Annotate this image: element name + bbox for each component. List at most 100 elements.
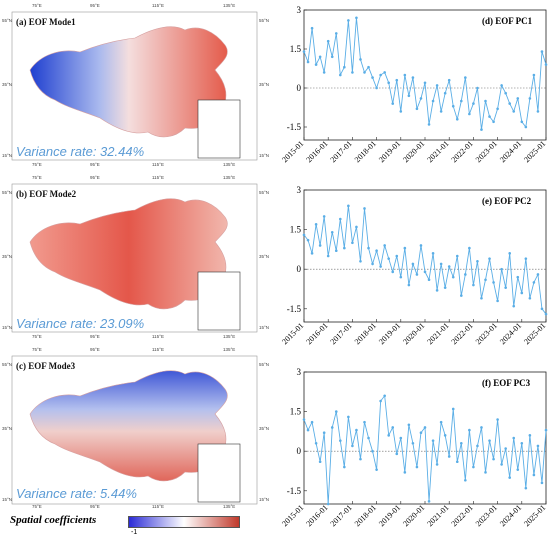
map-c-title: (c) EOF Mode3 xyxy=(16,361,76,371)
pc3-point-11 xyxy=(347,415,350,419)
pc2-point-54 xyxy=(520,291,524,295)
pc1-point-23 xyxy=(395,78,399,82)
pc1-point-54 xyxy=(520,120,524,124)
pc1-title: (d) EOF PC1 xyxy=(482,16,533,26)
map-c-top-tick-1: 95°E xyxy=(90,347,100,352)
pc2-point-9 xyxy=(339,217,342,221)
pc2-point-37 xyxy=(451,275,455,279)
pc1-point-11 xyxy=(347,19,350,22)
pc1-point-27 xyxy=(411,76,415,79)
pc2-point-27 xyxy=(411,262,415,266)
pc3-point-26 xyxy=(407,423,411,427)
pc3-point-8 xyxy=(334,410,338,413)
pc1-xtick-label-10: 2025-01 xyxy=(522,139,547,164)
map-a-bottom-tick-0: 75°E xyxy=(32,162,42,167)
pc3-xtick-label-2: 2017-01 xyxy=(329,503,354,528)
pc2-xtick-label-2: 2017-01 xyxy=(329,321,354,346)
pc3-point-52 xyxy=(512,436,516,440)
pc2-point-21 xyxy=(387,257,390,260)
map-b-top-tick-3: 135°E xyxy=(223,175,236,180)
pc1-point-30 xyxy=(423,81,427,85)
pc1-point-35 xyxy=(443,91,447,95)
pc3-point-10 xyxy=(343,465,346,469)
pc3-point-4 xyxy=(318,460,322,464)
pc2-point-18 xyxy=(375,249,378,253)
pc3-xtick-label-3: 2018-01 xyxy=(353,503,378,528)
pc1-point-2 xyxy=(310,26,314,30)
pc1-point-38 xyxy=(455,117,459,121)
map-c-left-tick-1: 35°N xyxy=(2,426,13,431)
pc1-point-36 xyxy=(447,78,451,82)
pc1-point-9 xyxy=(339,73,342,77)
pc2-point-30 xyxy=(423,270,427,274)
pc3-xtick-label-9: 2024-01 xyxy=(498,503,523,528)
map-a-top-tick-0: 75°E xyxy=(32,3,42,8)
map-a-graphic xyxy=(11,11,258,161)
map-b-left-tick-0: 55°N xyxy=(2,190,13,195)
pc2-point-20 xyxy=(383,244,386,247)
pc3-ytick-label-2: 0 xyxy=(297,446,302,456)
pc3-xtick-label-4: 2019-01 xyxy=(377,503,402,528)
pc3-point-15 xyxy=(363,420,366,424)
pc2-point-45 xyxy=(484,278,487,282)
pc2-point-40 xyxy=(464,273,467,276)
map-a-right-tick-2: 15°N xyxy=(259,153,270,158)
pc1-point-46 xyxy=(488,115,491,118)
pc2-point-1 xyxy=(306,238,310,242)
pc1-point-49 xyxy=(500,84,503,87)
pc3-xtick-label-8: 2023-01 xyxy=(474,503,499,528)
pc3-point-9 xyxy=(339,439,342,442)
map-c-top-tick-0: 75°E xyxy=(32,347,42,352)
pc2-xtick-label-8: 2023-01 xyxy=(474,321,499,346)
pc3-series-line xyxy=(303,394,547,505)
pc2-point-5 xyxy=(322,215,326,218)
pc3-point-16 xyxy=(367,436,370,440)
pc1-point-1 xyxy=(306,60,310,64)
pc3-point-57 xyxy=(532,473,536,477)
pc1-point-47 xyxy=(492,120,495,124)
pc3-point-34 xyxy=(439,420,443,424)
pc2-xtick-label-6: 2021-01 xyxy=(425,321,450,346)
pc1-point-26 xyxy=(407,94,411,98)
map-a-top-tick-1: 95°E xyxy=(90,3,100,8)
pc3-point-31 xyxy=(427,500,431,503)
pc3-point-6 xyxy=(326,502,330,506)
map-a-right-tick-0: 55°N xyxy=(259,18,270,23)
pc1-point-6 xyxy=(326,39,330,43)
map-c-left-tick-2: 15°N xyxy=(2,497,13,502)
map-c-bottom-tick-2: 115°E xyxy=(152,504,164,509)
pc2-point-52 xyxy=(512,304,516,308)
pc2-point-49 xyxy=(500,267,503,271)
pc2-point-4 xyxy=(318,244,322,247)
pc3-point-36 xyxy=(447,455,451,458)
pc2-point-47 xyxy=(492,281,495,284)
pc2-series-line xyxy=(303,205,547,315)
pc3-ytick-label-0: 3 xyxy=(297,367,302,377)
map-panel-b: (b) EOF Mode2 Variance rate: 23.09% 75°E… xyxy=(0,172,270,344)
pc3-point-13 xyxy=(355,428,358,432)
pc2-xtick-label-5: 2020-01 xyxy=(401,321,426,346)
map-b-bottom-tick-3: 135°E xyxy=(223,334,236,339)
pc1-point-22 xyxy=(391,102,395,105)
pc1-xtick-label-2: 2017-01 xyxy=(329,139,354,164)
pc2-point-50 xyxy=(504,286,507,289)
map-b-left-tick-1: 35°N xyxy=(2,254,13,259)
pc1-point-4 xyxy=(318,55,322,59)
pc1-point-44 xyxy=(480,128,483,131)
pc1-point-37 xyxy=(451,104,455,108)
map-a-top-tick-2: 115°E xyxy=(152,3,164,8)
pc3-point-3 xyxy=(314,441,318,445)
pc2-xtick-label-10: 2025-01 xyxy=(522,321,547,346)
map-a-right-tick-1: 35°N xyxy=(259,82,270,87)
map-panel-a: (a) EOF Mode1 Variance rate: 32.44% 75°E… xyxy=(0,0,270,172)
pc1-point-17 xyxy=(371,76,374,79)
pc1-point-24 xyxy=(399,110,403,113)
map-b-right-tick-0: 55°N xyxy=(259,190,270,195)
pc2-point-26 xyxy=(407,283,411,287)
pc3-point-53 xyxy=(516,468,520,471)
pc3-point-39 xyxy=(460,441,463,445)
pc2-point-28 xyxy=(415,273,419,276)
pc1-point-0 xyxy=(302,50,306,53)
pc3-point-32 xyxy=(431,439,435,442)
pc2-point-55 xyxy=(524,257,528,260)
